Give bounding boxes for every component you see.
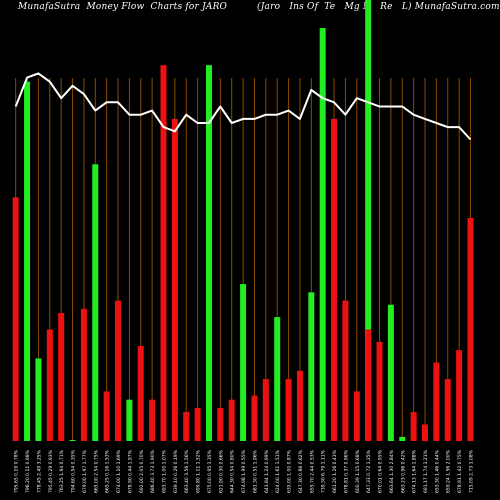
money-flow-bar — [399, 436, 406, 441]
x-tick-label: 635.00 1.00 0.87% — [287, 449, 293, 493]
x-tick-label: 663.40 3.56 1.56% — [184, 449, 190, 493]
money-flow-bar — [149, 399, 156, 441]
x-tick-label: 681.30 0.51 1.96% — [252, 449, 258, 493]
money-flow-bar — [251, 395, 258, 441]
x-tick-label: 778.45 2.49 3.25% — [36, 449, 42, 493]
money-flow-bar — [115, 300, 122, 441]
x-tick-label: 661.20 1.26 0.43% — [332, 449, 338, 493]
x-tick-label: 639.10 0.26 0.19% — [173, 449, 179, 493]
x-tick-label: 674.98 1.99 0.55% — [241, 449, 247, 493]
money-flow-bar — [228, 399, 235, 441]
x-tick-label: 715.09 2.73 1.08% — [468, 449, 474, 493]
money-flow-bar — [296, 370, 303, 441]
money-flow-bar — [467, 217, 474, 441]
x-tick-label: 678.90 0.44 1.97% — [127, 449, 133, 493]
money-flow-bar — [353, 391, 360, 441]
money-flow-bar — [285, 379, 292, 441]
x-tick-label: 692.00 2.05 0.70% — [139, 449, 145, 493]
money-flow-bar — [69, 440, 76, 441]
x-tick-label: 693.70 1.00 1.07% — [161, 449, 167, 493]
money-flow-bar — [35, 358, 42, 441]
money-flow-bar — [205, 65, 212, 442]
money-flow-bar — [331, 118, 338, 442]
x-tick-label: 679.00 1.97 1.77% — [82, 449, 88, 493]
money-flow-bar — [387, 304, 394, 441]
x-tick-label: 655.70 2.44 0.53% — [309, 449, 315, 493]
x-tick-label: 739.30 6.79 1.11% — [321, 449, 327, 493]
x-tick-label: 659.24 1.56 2.00% — [446, 449, 452, 493]
x-tick-label: 795.65 0.19 0.78% — [14, 449, 20, 493]
money-flow-bar — [46, 329, 53, 441]
money-flow-bar — [308, 292, 315, 441]
money-flow-bar — [92, 164, 99, 442]
x-tick-label: 644.30 0.54 0.80% — [230, 449, 236, 493]
x-tick-label: 600.39 1.15 0.68% — [355, 449, 361, 493]
x-tick-label: 763.25 1.94 0.71% — [59, 449, 65, 493]
x-tick-label: 686.40 3.73 1.90% — [150, 449, 156, 493]
x-tick-label: 663.64 1.30 2.84% — [389, 449, 395, 493]
x-tick-label: 643.84 1.24 0.99% — [264, 449, 270, 493]
price-line — [14, 72, 472, 141]
x-tick-label: 674.13 1.64 1.88% — [412, 449, 418, 493]
money-flow-bar — [183, 412, 190, 441]
chart-header-left: MunafaSutra Money Flow Charts for JARO — [18, 2, 228, 12]
money-flow-bar — [376, 341, 383, 441]
x-tick-label: 647.33 0.72 1.25% — [366, 449, 372, 493]
money-flow-bar — [444, 379, 451, 441]
money-flow-bar — [410, 412, 417, 441]
money-flow-bar — [217, 407, 224, 441]
x-tick-label: 678.91 1.42 0.75% — [457, 449, 463, 493]
money-flow-bar — [171, 118, 178, 442]
money-flow-bar — [365, 329, 372, 441]
money-flow-bar — [80, 308, 87, 441]
money-flow-bar — [103, 391, 110, 441]
x-tick-label: 665.25 0.16 1.53% — [105, 449, 111, 493]
money-flow-bar — [422, 424, 429, 441]
money-flow-bar — [274, 317, 281, 441]
x-tick-label: 699.80 1.11 1.52% — [196, 449, 202, 493]
money-flow-bar — [319, 28, 326, 441]
x-tick-label: 624.00 1.61 1.51% — [275, 449, 281, 493]
x-tick-label: 653.30 1.46 0.44% — [434, 449, 440, 493]
x-tick-label: 675.00 0.95 1.35% — [207, 449, 213, 493]
highlight-bar — [365, 0, 372, 441]
money-flow-bar — [262, 379, 269, 441]
money-flow-bar — [160, 65, 167, 442]
x-tick-label: 795.45 0.29 0.93% — [48, 449, 54, 493]
x-tick-label: 674.00 1.10 1.69% — [116, 449, 122, 493]
x-tick-label: 678.81 0.37 0.96% — [343, 449, 349, 493]
money-flow-bar — [194, 407, 201, 441]
money-flow-bar — [240, 284, 247, 441]
x-tick-label: 621.90 0.30 0.66% — [218, 449, 224, 493]
money-flow-bar — [433, 362, 440, 441]
x-tick-label: 691.17 1.74 1.21% — [423, 449, 429, 493]
money-flow-bar — [12, 197, 19, 441]
money-flow-bar — [137, 346, 144, 441]
money-flow-bar — [58, 312, 65, 441]
x-tick-label: 663.23 0.96 0.42% — [400, 449, 406, 493]
money-flow-bar — [342, 300, 349, 441]
x-tick-label: 665.00 2.54 0.75% — [93, 449, 99, 493]
money-flow-bar — [456, 350, 463, 441]
x-tick-label: 670.01 0.64 0.95% — [378, 449, 384, 493]
money-flow-bar — [126, 399, 133, 441]
x-tick-label: 647.30 0.86 0.62% — [298, 449, 304, 493]
x-tick-label: 796.20 0.11 0.98% — [25, 449, 31, 493]
x-tick-label: 794.60 0.54 0.35% — [71, 449, 77, 493]
money-flow-bar — [24, 81, 31, 441]
